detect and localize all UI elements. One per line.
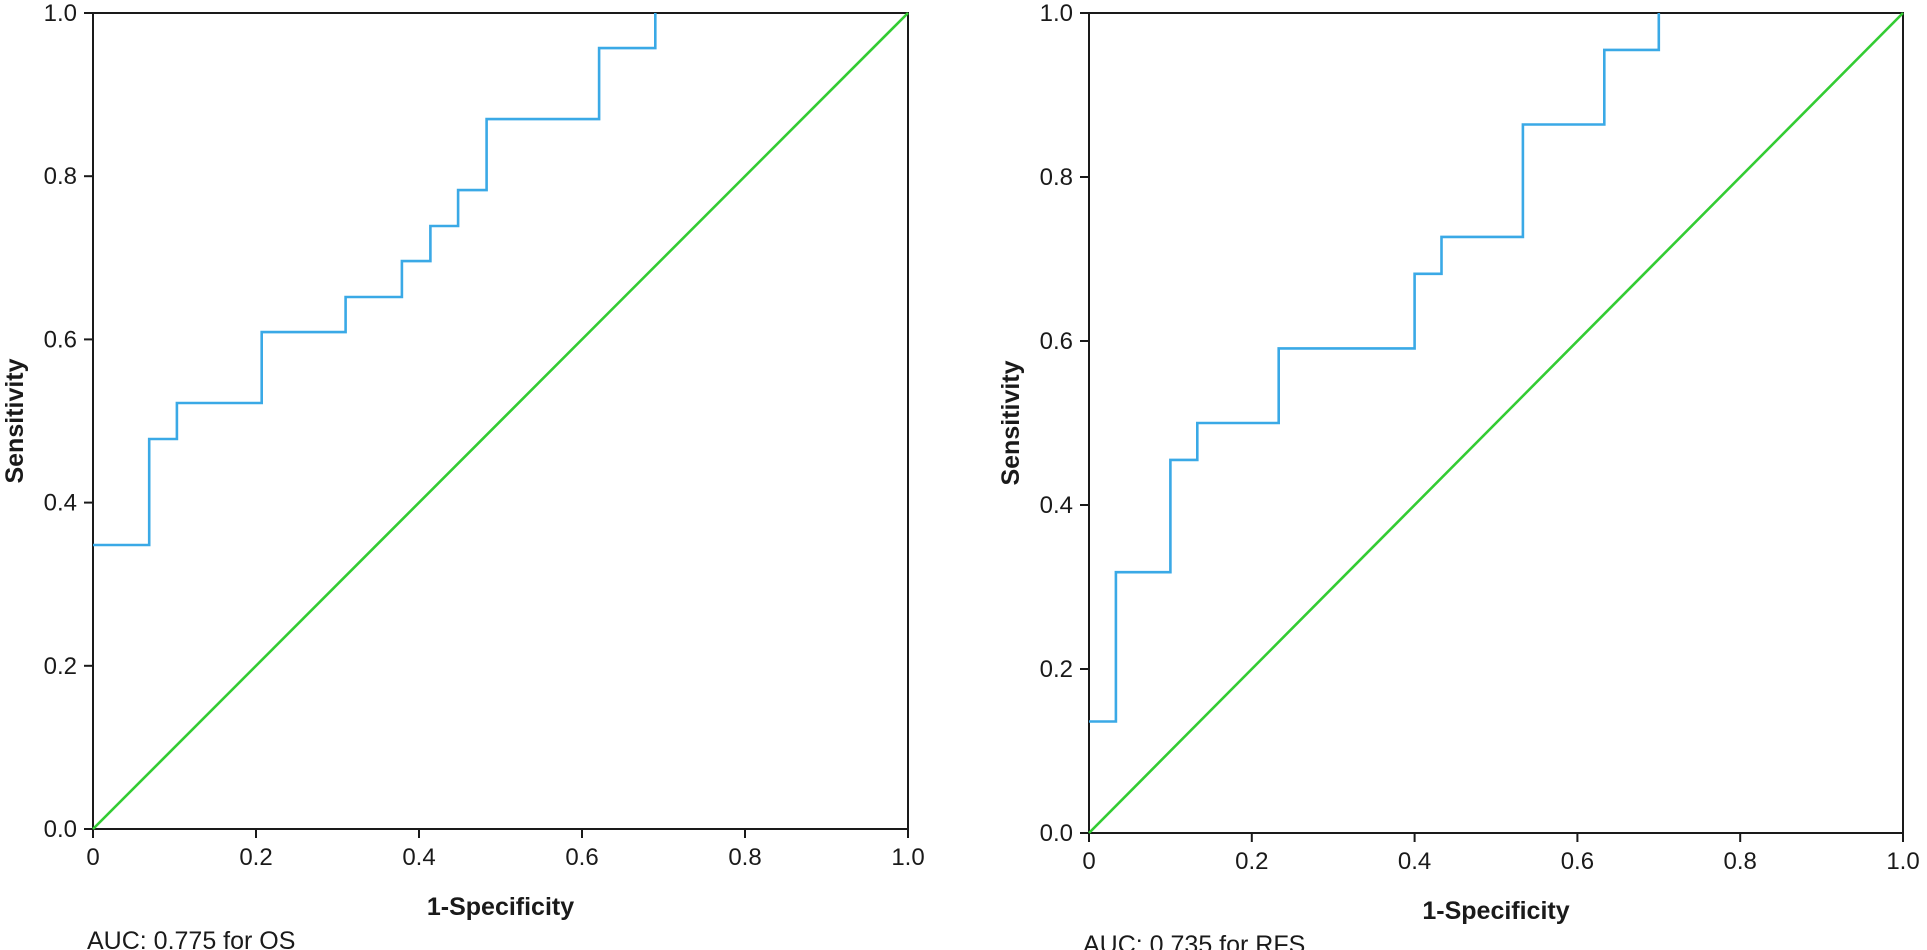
- roc-curve-line: [93, 13, 657, 547]
- reference-diagonal-line: [1088, 12, 1904, 834]
- y-tick-label: 0.4: [1040, 492, 1073, 519]
- x-axis-label: 1-Specificity: [1422, 897, 1569, 925]
- x-tick-label: 0.2: [1235, 848, 1268, 875]
- roc-chart-2: 0 0.2 0.4 0.6 0.8 1.0 0.0 0.2 0.4 0.6 0.8 1.0 1-Spec…: [997, 0, 1920, 950]
- y-tick-label: 0.6: [44, 326, 77, 353]
- x-tick-label: 0.4: [402, 844, 435, 871]
- x-tick-label: 0.4: [1398, 848, 1431, 875]
- y-tick-label: 0.8: [44, 163, 77, 190]
- y-tick-label: 0.0: [1040, 820, 1073, 847]
- y-tick-label: 0.2: [44, 653, 77, 680]
- y-tick-label: 0.6: [1040, 328, 1073, 355]
- x-tick-label: 0.6: [1561, 848, 1594, 875]
- y-tick-label: 1.0: [1040, 0, 1073, 27]
- x-tick-label: 1.0: [891, 844, 924, 871]
- reference-diagonal-line: [92, 12, 909, 830]
- y-tick-label: 0.4: [44, 490, 77, 517]
- x-tick-label: 0.6: [565, 844, 598, 871]
- auc-caption: AUC: 0.775 for OS: [87, 927, 295, 950]
- y-tick-label: 0.8: [1040, 164, 1073, 191]
- x-tick-label: 0.8: [728, 844, 761, 871]
- y-tick-label: 0.0: [44, 816, 77, 843]
- auc-caption: AUC: 0.735 for RFS: [1083, 931, 1305, 950]
- x-tick-label: 0.2: [239, 844, 272, 871]
- plot-frame: [92, 12, 909, 830]
- x-tick-label: 0: [1082, 848, 1095, 875]
- x-axis-label: 1-Specificity: [427, 893, 574, 921]
- x-tick-label: 0.8: [1724, 848, 1757, 875]
- y-tick-label: 1.0: [44, 0, 77, 27]
- roc-curve-line: [1089, 13, 1661, 723]
- x-tick-label: 0: [86, 844, 99, 871]
- y-axis-label: Sensitivity: [1, 358, 29, 483]
- y-tick-label: 0.2: [1040, 656, 1073, 683]
- y-axis-label: Sensitivity: [997, 360, 1025, 485]
- x-tick-label: 1.0: [1886, 848, 1919, 875]
- roc-chart-1: 0 0.2 0.4 0.6 0.8 1.0 0.0 0.2 0.4 0.6 0.8 1.0 1-Spec…: [1, 0, 925, 950]
- plot-frame: [1088, 12, 1904, 834]
